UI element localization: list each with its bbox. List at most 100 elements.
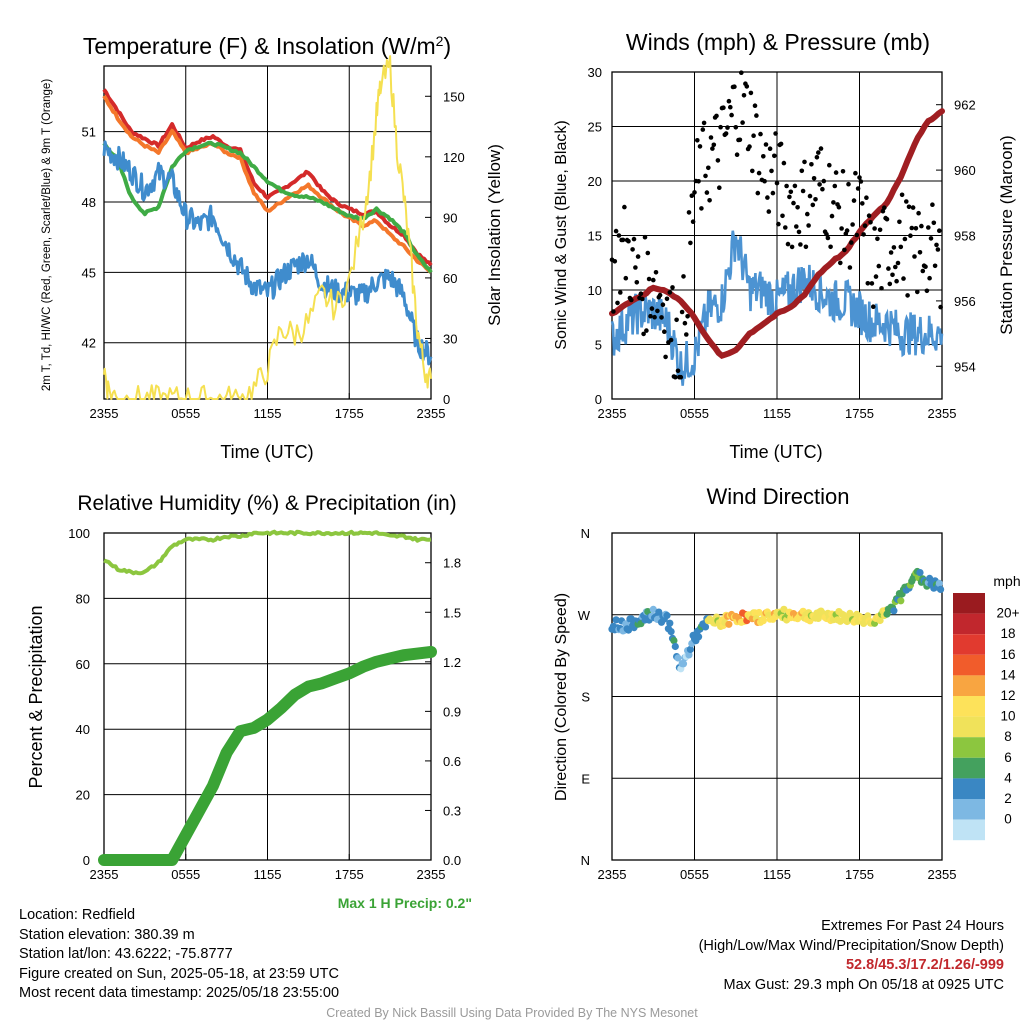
gust-point	[630, 247, 635, 252]
gust-point	[930, 202, 935, 207]
x-tick-label: 1155	[254, 867, 282, 882]
x-tick-label: 1755	[845, 406, 874, 421]
gust-point	[928, 236, 934, 241]
gust-point	[858, 179, 864, 184]
gust-point	[651, 277, 656, 283]
gust-point	[717, 185, 722, 190]
y2-tick-label: 0.3	[443, 803, 461, 818]
legend-swatch	[953, 757, 985, 779]
legend-swatch	[953, 737, 985, 758]
direction-point	[759, 617, 767, 625]
gust-point	[919, 223, 924, 229]
gust-point	[846, 181, 851, 187]
gust-point	[920, 268, 926, 274]
gust-point	[755, 190, 761, 196]
gust-point	[923, 264, 928, 270]
gust-point	[750, 168, 755, 174]
max-precip-note: Max 1 H Precip: 0.2"	[337, 895, 472, 911]
legend-swatch	[953, 778, 985, 799]
gust-point	[827, 162, 832, 168]
gust-point	[772, 153, 777, 159]
gust-point	[937, 228, 942, 233]
x-tick-label: 0555	[680, 406, 709, 421]
gust-point	[697, 144, 703, 149]
gust-point	[778, 141, 784, 147]
gust-point	[770, 190, 776, 196]
direction-point	[916, 569, 924, 577]
y-tick-label: 48	[82, 195, 96, 210]
gust-point	[616, 233, 622, 238]
y-tick-label: S	[581, 690, 590, 705]
gust-point	[850, 222, 855, 227]
series-yellow	[103, 55, 432, 400]
y2-tick-label: 954	[954, 359, 976, 374]
wind-y2label: Station Pressure (Maroon)	[997, 135, 1016, 334]
gust-point	[861, 232, 866, 237]
legend-label: 8	[1004, 729, 1012, 744]
y-tick-label: 51	[82, 125, 96, 140]
gust-point	[646, 276, 652, 282]
gust-point	[710, 146, 715, 151]
gust-point	[871, 304, 876, 310]
x-tick-label: 2355	[90, 406, 119, 421]
gust-point	[844, 228, 850, 233]
gust-point	[800, 188, 806, 194]
legend-label: 6	[1004, 750, 1012, 765]
y2-tick-label: 1.5	[443, 605, 461, 620]
gust-point	[652, 314, 657, 320]
y-tick-label: 10	[588, 283, 602, 298]
legend-label: 16	[1000, 647, 1015, 662]
latlon-text: Station lat/lon: 43.6222; -75.8777	[19, 946, 233, 962]
x-tick-label: 2355	[928, 406, 957, 421]
extremes-values: 52.8/45.3/17.2/1.26/-999	[845, 957, 1004, 973]
legend-swatch	[953, 799, 985, 820]
gust-point	[634, 280, 640, 285]
gust-point	[645, 250, 651, 256]
gust-point	[733, 125, 739, 130]
series-wind-speed	[610, 230, 944, 386]
x-tick-label: 2355	[417, 867, 446, 882]
gust-point	[880, 208, 886, 214]
gust-point	[728, 104, 733, 110]
gust-point	[664, 296, 670, 302]
gust-point	[876, 263, 882, 269]
gust-point	[751, 133, 756, 138]
gust-point	[635, 254, 641, 259]
direction-point	[695, 633, 703, 641]
y-tick-label: 100	[68, 526, 90, 541]
gust-point	[868, 220, 873, 225]
gust-point	[910, 205, 916, 210]
x-tick-label: 2355	[928, 867, 957, 882]
gust-point	[681, 274, 686, 279]
gust-point	[838, 260, 843, 266]
gust-point	[791, 200, 796, 206]
gust-point	[707, 198, 712, 203]
x-tick-label: 0555	[680, 867, 709, 882]
y-tick-label: 15	[588, 229, 602, 244]
gust-point	[847, 265, 853, 270]
gust-point	[840, 169, 846, 174]
legend-swatch	[953, 716, 985, 738]
x-tick-label: 0555	[171, 406, 200, 421]
gust-point	[877, 227, 883, 233]
gust-point	[832, 183, 838, 189]
legend-swatch	[953, 654, 985, 676]
gust-point	[612, 259, 618, 264]
station-info: Location: Redfield Station elevation: 38…	[19, 906, 339, 1004]
gust-point	[679, 309, 685, 315]
gust-point	[668, 337, 674, 343]
gust-point	[715, 158, 721, 163]
gust-point	[787, 194, 792, 200]
gust-point	[620, 237, 626, 243]
y-tick-label: 0	[83, 853, 90, 868]
direction-point	[755, 608, 763, 617]
direction-point	[725, 620, 733, 628]
gust-point	[938, 304, 943, 310]
gust-point	[723, 131, 729, 136]
y2-tick-label: 1.8	[443, 556, 461, 571]
gust-point	[821, 178, 827, 184]
max-gust-text: Max Gust: 29.3 mph On 05/18 at 0925 UTC	[723, 976, 1004, 993]
gust-point	[686, 210, 692, 215]
gust-point	[734, 152, 740, 157]
gust-point	[806, 223, 811, 228]
